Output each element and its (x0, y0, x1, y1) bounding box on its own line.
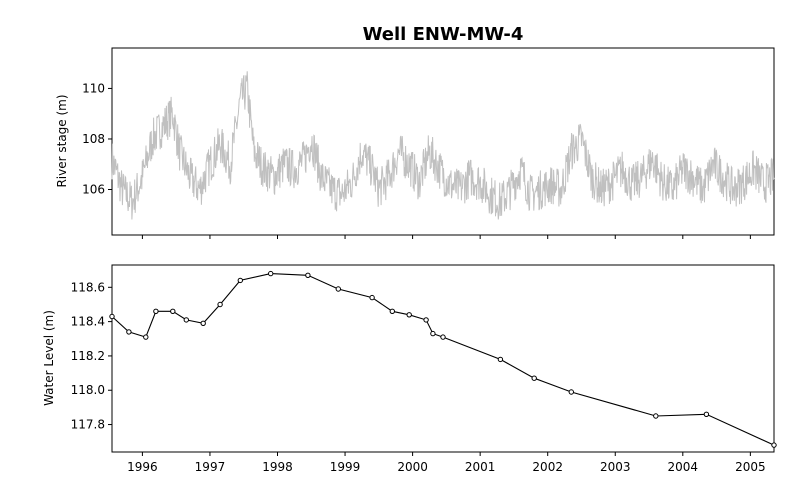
water-level-point (200, 320, 206, 326)
water-level-point (183, 317, 190, 323)
bottom-x-tick-label: 1997 (195, 460, 226, 474)
bottom-y-axis-label: Water Level (m) (42, 310, 56, 406)
top-y-tick-label: 108 (82, 132, 105, 146)
bottom-x-tick-label: 2005 (735, 460, 766, 474)
bottom-x-tick-label: 1999 (330, 460, 361, 474)
bottom-x-tick-label: 2000 (397, 460, 428, 474)
bottom-y-tick-label: 118.4 (71, 315, 105, 329)
river-stage-series (111, 71, 775, 220)
figure-title: Well ENW-MW-4 (363, 24, 524, 45)
top-y-tick-label: 110 (82, 81, 105, 95)
water-level-point (531, 375, 537, 381)
water-level-point (406, 312, 412, 318)
water-level-point (335, 286, 341, 292)
bottom-x-tick-label: 2001 (465, 460, 496, 474)
bottom-y-axis: 117.8 118.0 118.2 118.4 118.6 (71, 280, 112, 432)
water-level-point (430, 330, 436, 337)
water-level-point (268, 270, 274, 277)
water-level-point (423, 317, 429, 323)
bottom-series-group (109, 270, 777, 448)
water-level-point (217, 301, 223, 308)
water-level-point (369, 294, 375, 301)
water-level-point (497, 356, 504, 363)
bottom-x-tick-label: 1996 (127, 460, 158, 474)
water-level-point (170, 308, 176, 314)
bottom-x-axis: 1996 1997 1998 1999 2000 2001 2002 2003 2004 2005 (127, 452, 766, 474)
water-level-point (771, 442, 777, 448)
water-level-point (440, 334, 446, 340)
top-y-axis: 106 108 110 (82, 81, 112, 197)
bottom-x-tick-label: 2004 (668, 460, 699, 474)
top-y-tick-label: 106 (82, 183, 105, 197)
bottom-x-tick-label: 2002 (532, 460, 563, 474)
top-plot-frame (111, 47, 775, 236)
bottom-x-tick-label: 2003 (600, 460, 631, 474)
water-level-series (111, 273, 775, 446)
bottom-y-tick-label: 118.0 (71, 383, 105, 397)
bottom-y-tick-label: 118.6 (71, 280, 105, 294)
top-series-group (111, 71, 775, 220)
bottom-y-tick-label: 117.8 (71, 418, 105, 432)
water-level-point (568, 389, 574, 395)
top-x-axis (141, 235, 751, 239)
water-level-point (153, 308, 159, 314)
water-level-point (653, 413, 659, 419)
bottom-x-tick-label: 1998 (262, 460, 293, 474)
water-level-point (109, 313, 115, 320)
top-y-axis-label: River stage (m) (55, 94, 69, 187)
water-level-point (237, 277, 244, 284)
water-level-point (143, 334, 149, 340)
water-level-point (305, 272, 311, 278)
water-level-point (389, 308, 395, 314)
water-level-point (703, 411, 710, 417)
top-panel: 106 108 110 River stage (m) (55, 47, 775, 239)
water-level-point (126, 329, 132, 335)
bottom-plot-frame (111, 264, 775, 453)
bottom-y-tick-label: 118.2 (71, 349, 105, 363)
